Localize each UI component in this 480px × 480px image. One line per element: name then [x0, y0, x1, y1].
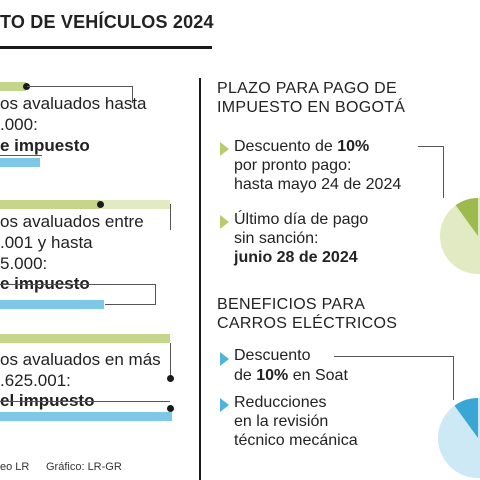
soat-line2: de 10% en Soat [234, 367, 348, 384]
title-underline [0, 46, 212, 49]
blue-arrow-icon [220, 398, 229, 412]
discount-line1: Descuento de 10% [234, 138, 370, 155]
tier1-blue-bar [0, 158, 40, 167]
tier2-tax-connector-vertical [155, 284, 156, 305]
soat-line1: Descuento [234, 347, 311, 364]
discount-line3: hasta mayo 24 de 2024 [234, 176, 402, 193]
tier1-connector-vertical [132, 86, 133, 103]
tier2-text-line2: .001 y hasta [0, 233, 93, 252]
tier2-tax-label: e impuesto [0, 274, 90, 293]
tier2-blue-bar [0, 300, 104, 309]
discount-percent: 10% [337, 138, 370, 155]
inspection-line2: en la revisión [234, 413, 329, 430]
page-title: TO DE VEHÍCULOS 2024 [0, 12, 214, 32]
tier1-tax-connector [0, 155, 42, 156]
tier3-blue-bar [0, 412, 172, 421]
discount-connector-vertical [443, 146, 444, 198]
deadline-line2: sin sanción: [234, 230, 319, 247]
tier3-tax-label: el impuesto [0, 391, 95, 410]
pie-blue-slice [454, 398, 478, 438]
tier1-green-bar [0, 82, 26, 91]
soat-percent: 10% [256, 367, 289, 384]
soat-connector-vertical [453, 356, 454, 400]
green-arrow-icon [220, 215, 229, 229]
inspection-line3: técnico mecánica [234, 432, 358, 449]
section1-heading-line2: IMPUESTO EN BOGOTÁ [217, 99, 406, 116]
tier3-text-line1: os avaluados en más [0, 350, 161, 369]
tier3-text-line2: .625.001: [0, 371, 71, 390]
inspection-line1: Reducciones [234, 394, 327, 411]
tier3-tax-dot [167, 405, 174, 412]
tier2-connector-vertical [170, 204, 171, 230]
section1-heading-line1: PLAZO PARA PAGO DE [217, 80, 397, 97]
tier1-connector [27, 86, 133, 87]
column-divider [199, 78, 201, 480]
section2-heading-line1: BENEFICIOS PARA [217, 296, 366, 313]
tier1-marker-dot [23, 83, 30, 90]
tier1-text-line1: os avaluados hasta [0, 94, 147, 113]
tier3-tax-connector [0, 401, 170, 402]
tier2-green-bar [0, 200, 100, 209]
green-arrow-icon [220, 142, 229, 156]
tier2-marker-dot [97, 201, 104, 208]
tier3-marker-dot [167, 375, 174, 382]
deadline-date: junio 28 de 2024 [234, 249, 358, 266]
tier1-text-line2: .000: [0, 115, 38, 134]
soat-pie-chart [438, 398, 480, 478]
deadline-line1: Último día de pago [234, 211, 369, 228]
tier2-tax-connector-bottom [105, 304, 156, 305]
tier2-tax-connector [0, 284, 156, 285]
discount-line2: por pronto pago: [234, 157, 352, 174]
source-credit: eo LR [0, 461, 30, 473]
discount-connector [418, 146, 444, 147]
tier2-text-line1: os avaluados entre [0, 212, 144, 231]
soat-connector [334, 356, 454, 357]
tier3-green-bar [0, 334, 170, 343]
tier1-tax-label: e impuesto [0, 136, 90, 155]
discount-pie-chart [440, 198, 480, 274]
tier3-connector-vertical [170, 343, 171, 379]
blue-arrow-icon [220, 352, 229, 366]
section2-heading-line2: CARROS ELÉCTRICOS [217, 315, 398, 332]
pie-green-slice [455, 198, 478, 236]
graphic-credit: Gráfico: LR-GR [46, 461, 122, 473]
tier2-text-line3: 5.000: [0, 254, 48, 273]
